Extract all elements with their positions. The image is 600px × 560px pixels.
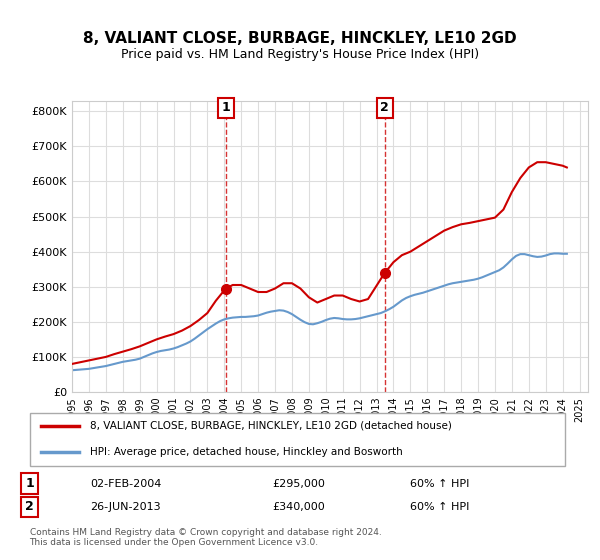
Text: 2: 2 (25, 500, 34, 514)
Text: 02-FEB-2004: 02-FEB-2004 (90, 478, 161, 488)
Text: Price paid vs. HM Land Registry's House Price Index (HPI): Price paid vs. HM Land Registry's House … (121, 48, 479, 60)
FancyBboxPatch shape (29, 413, 565, 466)
Text: 1: 1 (221, 101, 230, 114)
Text: 8, VALIANT CLOSE, BURBAGE, HINCKLEY, LE10 2GD (detached house): 8, VALIANT CLOSE, BURBAGE, HINCKLEY, LE1… (90, 421, 452, 431)
Text: 2: 2 (380, 101, 389, 114)
Text: 60% ↑ HPI: 60% ↑ HPI (410, 478, 470, 488)
Text: HPI: Average price, detached house, Hinckley and Bosworth: HPI: Average price, detached house, Hinc… (90, 447, 403, 457)
Text: 8, VALIANT CLOSE, BURBAGE, HINCKLEY, LE10 2GD: 8, VALIANT CLOSE, BURBAGE, HINCKLEY, LE1… (83, 31, 517, 46)
Text: £295,000: £295,000 (272, 478, 325, 488)
Text: Contains HM Land Registry data © Crown copyright and database right 2024.
This d: Contains HM Land Registry data © Crown c… (29, 528, 381, 547)
Text: 26-JUN-2013: 26-JUN-2013 (90, 502, 161, 512)
Text: 1: 1 (25, 477, 34, 490)
Text: £340,000: £340,000 (272, 502, 325, 512)
Text: 60% ↑ HPI: 60% ↑ HPI (410, 502, 470, 512)
